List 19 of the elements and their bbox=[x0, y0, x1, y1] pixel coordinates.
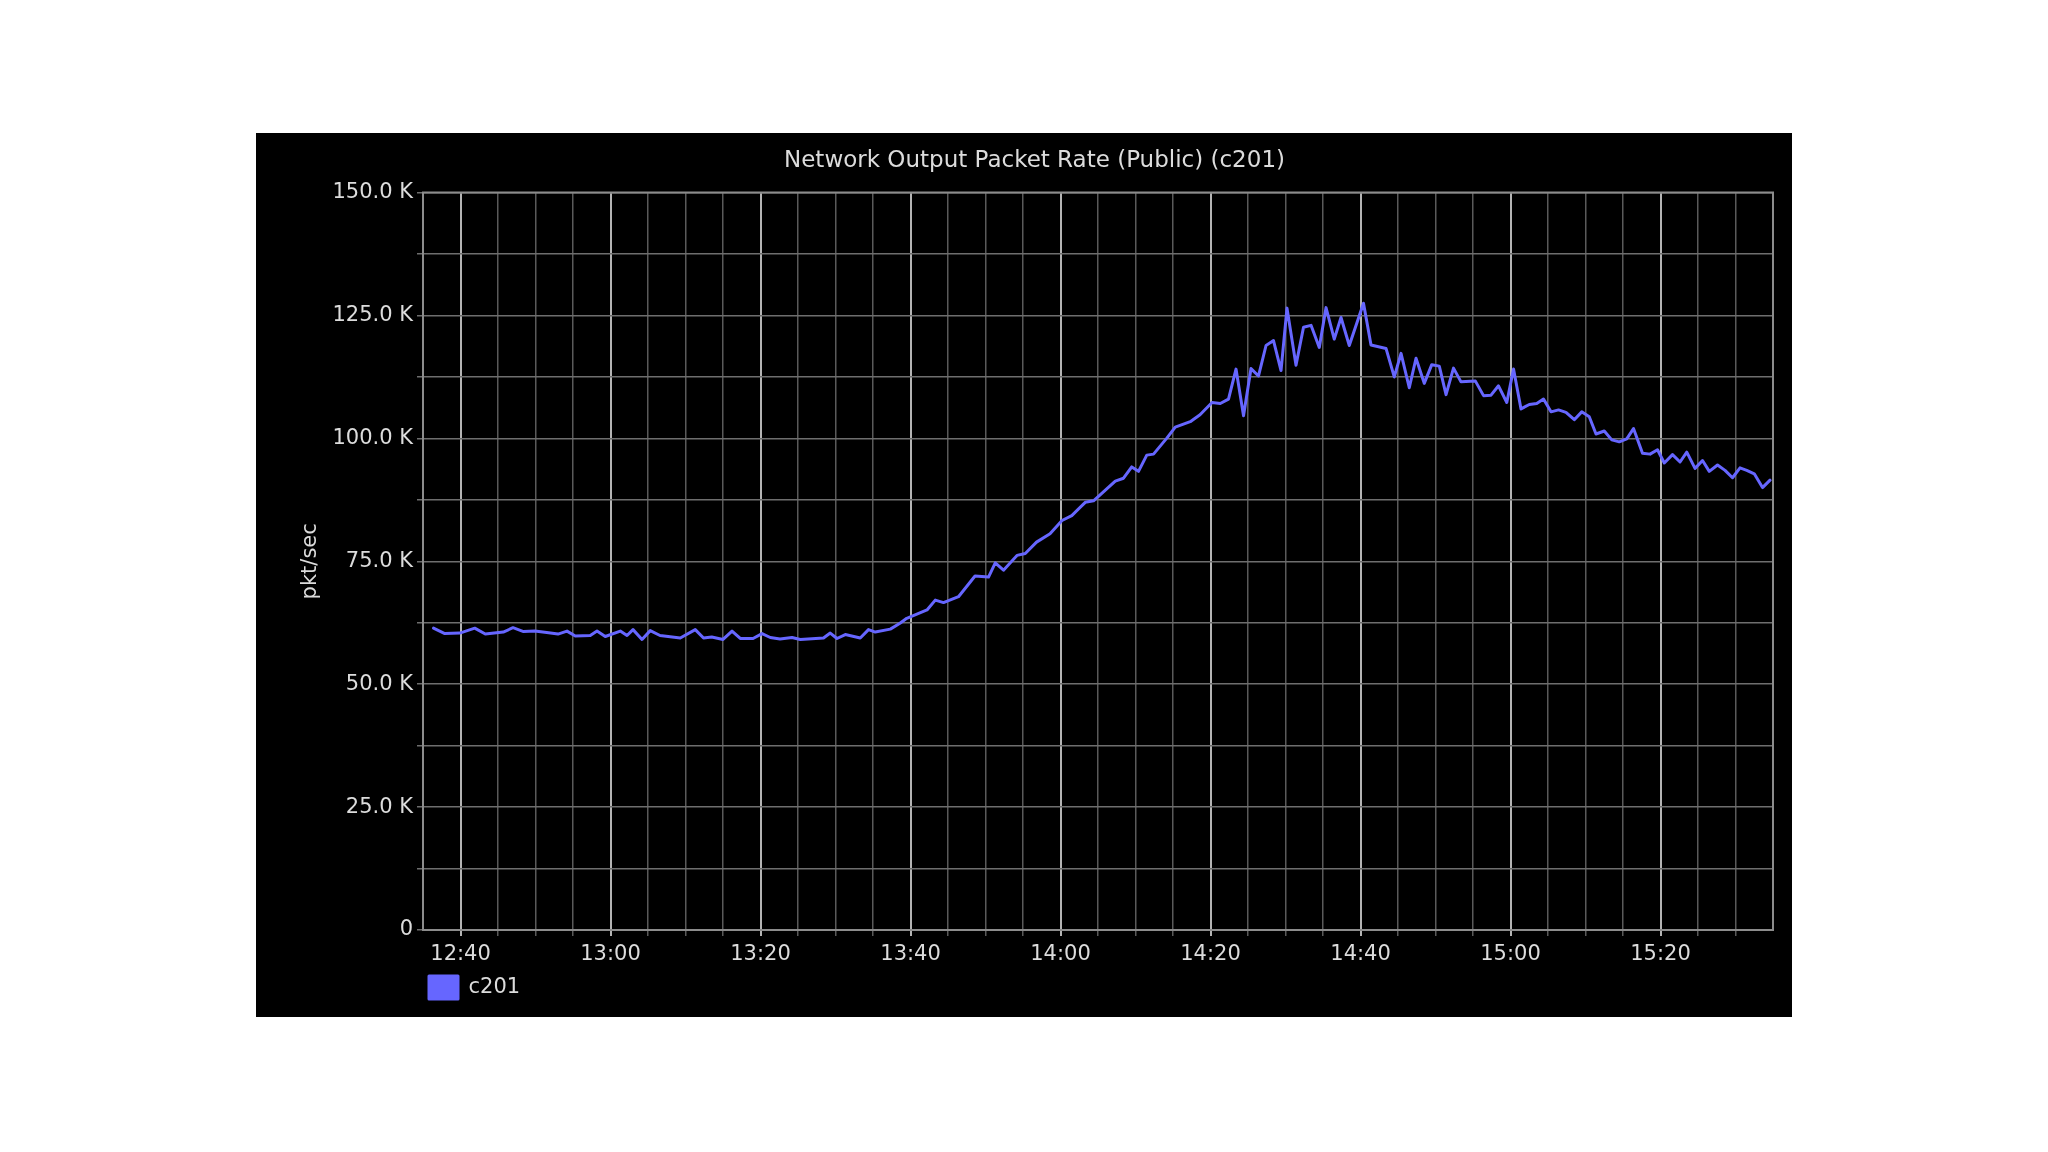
y-tick-label: 0 bbox=[399, 916, 413, 941]
x-tick-label: 13:40 bbox=[880, 941, 941, 966]
y-tick-label: 100.0 K bbox=[332, 424, 415, 449]
y-tick-label: 25.0 K bbox=[345, 793, 415, 818]
x-tick-label: 14:40 bbox=[1330, 941, 1391, 966]
x-tick-label: 13:20 bbox=[730, 941, 791, 966]
x-tick-label: 12:40 bbox=[430, 941, 491, 966]
x-tick-label: 15:00 bbox=[1480, 941, 1541, 966]
chart-title: Network Output Packet Rate (Public) (c201) bbox=[784, 145, 1285, 172]
legend-label: c201 bbox=[468, 973, 521, 998]
y-tick-label: 50.0 K bbox=[345, 670, 415, 695]
x-tick-label: 13:00 bbox=[580, 941, 641, 966]
x-tick-label: 14:00 bbox=[1030, 941, 1091, 966]
x-tick-label: 14:20 bbox=[1180, 941, 1241, 966]
y-tick-label: 75.0 K bbox=[345, 547, 415, 572]
y-tick-label: 150.0 K bbox=[332, 179, 415, 204]
x-tick-label: 15:20 bbox=[1630, 941, 1691, 966]
y-tick-label: 125.0 K bbox=[332, 301, 415, 326]
y-axis-title: pkt/sec bbox=[297, 523, 322, 600]
